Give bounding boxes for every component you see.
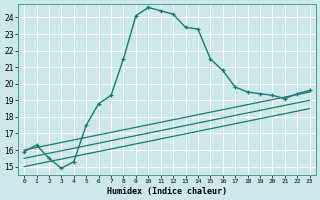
X-axis label: Humidex (Indice chaleur): Humidex (Indice chaleur): [107, 187, 227, 196]
